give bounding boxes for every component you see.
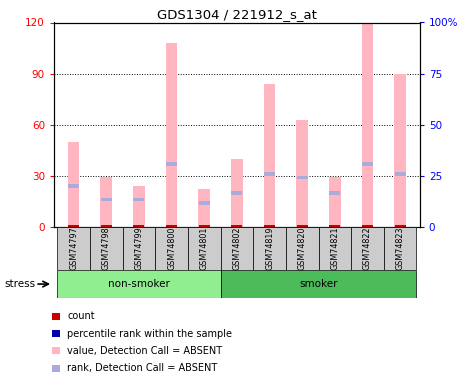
Bar [362, 225, 373, 227]
Text: GSM74797: GSM74797 [69, 226, 78, 270]
Text: GSM74801: GSM74801 [200, 227, 209, 270]
Bar [199, 225, 210, 227]
Bar [394, 74, 406, 227]
Bar [68, 142, 79, 227]
Text: rank, Detection Call = ABSENT: rank, Detection Call = ABSENT [67, 363, 217, 373]
Text: count: count [67, 311, 95, 321]
Bar [101, 198, 112, 201]
Bar [264, 84, 275, 227]
Text: GSM74821: GSM74821 [330, 226, 340, 270]
Bar [100, 177, 112, 227]
Bar [101, 225, 112, 227]
Bar [297, 176, 308, 179]
Bar [395, 172, 406, 176]
Bar [133, 198, 144, 201]
Bar [57, 227, 90, 270]
Bar [384, 227, 416, 270]
Bar [122, 227, 155, 270]
Text: percentile rank within the sample: percentile rank within the sample [67, 328, 232, 339]
Text: GSM74823: GSM74823 [396, 226, 405, 270]
Bar [362, 162, 373, 166]
Bar [166, 225, 177, 227]
Bar [90, 227, 122, 270]
Bar [57, 270, 220, 298]
Text: GSM74799: GSM74799 [134, 226, 144, 270]
Bar [231, 159, 242, 227]
Bar [297, 225, 308, 227]
Bar [133, 225, 144, 227]
Bar [220, 227, 253, 270]
Bar [395, 225, 406, 227]
Bar [188, 227, 220, 270]
Text: GSM74802: GSM74802 [232, 226, 242, 270]
Bar [253, 227, 286, 270]
Bar [166, 43, 177, 227]
Bar [329, 225, 340, 227]
Bar [264, 225, 275, 227]
Text: stress: stress [5, 279, 36, 289]
Bar [166, 162, 177, 166]
Text: value, Detection Call = ABSENT: value, Detection Call = ABSENT [67, 346, 222, 356]
Bar [329, 191, 340, 195]
Bar [264, 172, 275, 176]
Text: GSM74800: GSM74800 [167, 227, 176, 270]
Bar [68, 184, 79, 188]
Bar [362, 22, 373, 227]
Bar [133, 186, 144, 227]
Bar [318, 227, 351, 270]
Text: GSM74820: GSM74820 [298, 226, 307, 270]
Bar [296, 120, 308, 227]
Text: GSM74819: GSM74819 [265, 226, 274, 270]
Bar [220, 270, 416, 298]
Bar [155, 227, 188, 270]
Bar [351, 227, 384, 270]
Text: smoker: smoker [299, 279, 338, 289]
Bar [231, 225, 242, 227]
Bar [68, 225, 79, 227]
Text: GSM74822: GSM74822 [363, 226, 372, 270]
Bar [199, 201, 210, 205]
Text: GSM74798: GSM74798 [102, 226, 111, 270]
Title: GDS1304 / 221912_s_at: GDS1304 / 221912_s_at [157, 8, 317, 21]
Bar [286, 227, 318, 270]
Bar [329, 177, 340, 227]
Bar [231, 191, 242, 195]
Text: non-smoker: non-smoker [108, 279, 170, 289]
Bar [198, 189, 210, 227]
